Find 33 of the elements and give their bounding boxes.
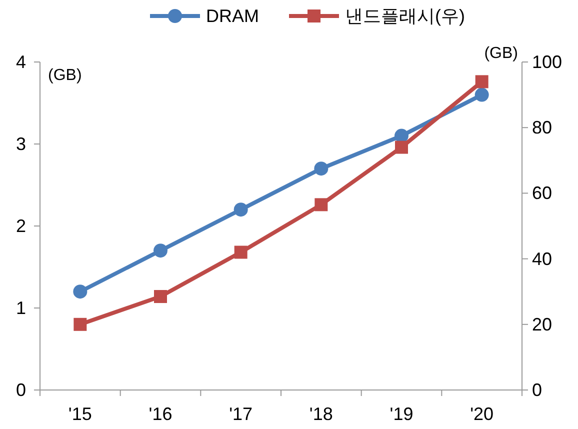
point [394,128,408,143]
y2-tick-label: 40 [532,248,552,269]
point [73,284,88,299]
y2-tick-label: 60 [532,183,552,204]
x-tick-label: '17 [229,404,253,424]
point [154,244,168,258]
point [74,318,87,331]
legend-label: 낸드플래시(우) [345,6,465,26]
y-tick-label: 1 [16,298,26,318]
y2-tick-label: 20 [532,314,552,334]
y-tick-label: 4 [16,52,26,72]
point [154,290,167,304]
legend-label: DRAM [206,6,259,26]
x-tick-label: '18 [309,404,333,424]
y-tick-label: 0 [16,380,26,400]
point [314,198,328,212]
y2-tick-label: 0 [532,380,542,400]
x-tick-label: '16 [148,404,172,424]
y2-tick-label: 80 [532,118,552,138]
point [475,75,488,88]
point [234,246,248,259]
y2-axis-title: (GB) [484,45,518,62]
x-tick-label: '15 [68,404,92,424]
x-tick-label: '20 [470,404,494,424]
y2-tick-label: 100 [532,52,562,72]
point [314,162,328,176]
y-tick-label: 3 [16,134,26,154]
point [234,202,248,217]
x-tick-label: '19 [390,404,414,424]
point [395,140,408,154]
y-tick-label: 2 [16,216,26,236]
y-axis-title: (GB) [48,67,82,84]
point [474,88,489,102]
